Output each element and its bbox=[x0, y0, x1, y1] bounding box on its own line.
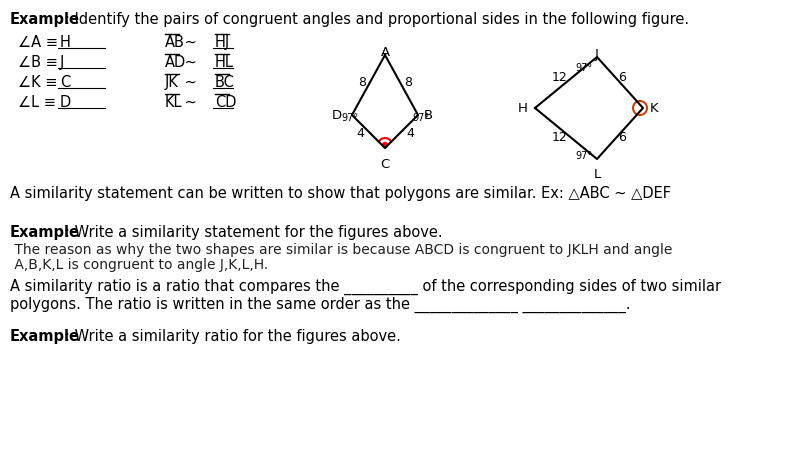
Text: HJ: HJ bbox=[215, 35, 230, 50]
Text: 97°: 97° bbox=[341, 113, 358, 123]
Text: AD: AD bbox=[165, 55, 186, 70]
Text: J: J bbox=[60, 55, 64, 70]
Text: : Write a similarity statement for the figures above.: : Write a similarity statement for the f… bbox=[65, 225, 442, 240]
Text: 97°: 97° bbox=[575, 63, 592, 73]
Text: ~: ~ bbox=[180, 55, 197, 70]
Text: KL: KL bbox=[165, 95, 182, 110]
Text: H: H bbox=[60, 35, 71, 50]
Text: 97°: 97° bbox=[575, 151, 592, 161]
Text: 6: 6 bbox=[618, 130, 626, 144]
Text: D: D bbox=[332, 108, 342, 121]
Text: JK: JK bbox=[165, 75, 179, 90]
Text: C: C bbox=[380, 158, 390, 171]
Text: AB: AB bbox=[165, 35, 185, 50]
Text: 12: 12 bbox=[552, 70, 568, 83]
Text: D: D bbox=[60, 95, 71, 110]
Text: ~: ~ bbox=[180, 35, 197, 50]
Text: 12: 12 bbox=[552, 130, 568, 144]
Text: ∠K ≡: ∠K ≡ bbox=[18, 75, 62, 90]
Text: ∠B ≡: ∠B ≡ bbox=[18, 55, 62, 70]
Text: 6: 6 bbox=[618, 70, 626, 83]
Text: 97°: 97° bbox=[412, 113, 429, 123]
Text: ∠A ≡: ∠A ≡ bbox=[18, 35, 62, 50]
Text: 8: 8 bbox=[404, 76, 412, 89]
Text: B: B bbox=[424, 108, 433, 121]
Text: Example: Example bbox=[10, 225, 80, 240]
Text: ~: ~ bbox=[180, 75, 197, 90]
Text: C: C bbox=[60, 75, 70, 90]
Text: Example: Example bbox=[10, 329, 80, 344]
Text: L: L bbox=[594, 168, 601, 181]
Text: CD: CD bbox=[215, 95, 237, 110]
Text: BC: BC bbox=[215, 75, 235, 90]
Text: A: A bbox=[381, 46, 390, 59]
Text: polygons. The ratio is written in the same order as the ______________ _________: polygons. The ratio is written in the sa… bbox=[10, 297, 630, 313]
Text: Example: Example bbox=[10, 12, 80, 27]
Text: A similarity statement can be written to show that polygons are similar. Ex: △AB: A similarity statement can be written to… bbox=[10, 186, 671, 201]
Text: J: J bbox=[595, 48, 599, 61]
Text: ∠L ≡: ∠L ≡ bbox=[18, 95, 61, 110]
Text: The reason as why the two shapes are similar is because ABCD is congruent to JKL: The reason as why the two shapes are sim… bbox=[10, 243, 672, 257]
Text: K: K bbox=[650, 101, 658, 114]
Text: 4: 4 bbox=[406, 127, 414, 139]
Text: HL: HL bbox=[215, 55, 234, 70]
Text: ~: ~ bbox=[180, 95, 197, 110]
Text: 8: 8 bbox=[358, 76, 366, 89]
Circle shape bbox=[382, 143, 387, 147]
Text: A,B,K,L is congruent to angle J,K,L,H.: A,B,K,L is congruent to angle J,K,L,H. bbox=[10, 258, 268, 272]
Text: H: H bbox=[518, 101, 528, 114]
Text: 4: 4 bbox=[356, 127, 364, 139]
Text: A similarity ratio is a ratio that compares the __________ of the corresponding : A similarity ratio is a ratio that compa… bbox=[10, 279, 721, 295]
Text: : Identify the pairs of congruent angles and proportional sides in the following: : Identify the pairs of congruent angles… bbox=[65, 12, 689, 27]
Text: : Write a similarity ratio for the figures above.: : Write a similarity ratio for the figur… bbox=[65, 329, 401, 344]
